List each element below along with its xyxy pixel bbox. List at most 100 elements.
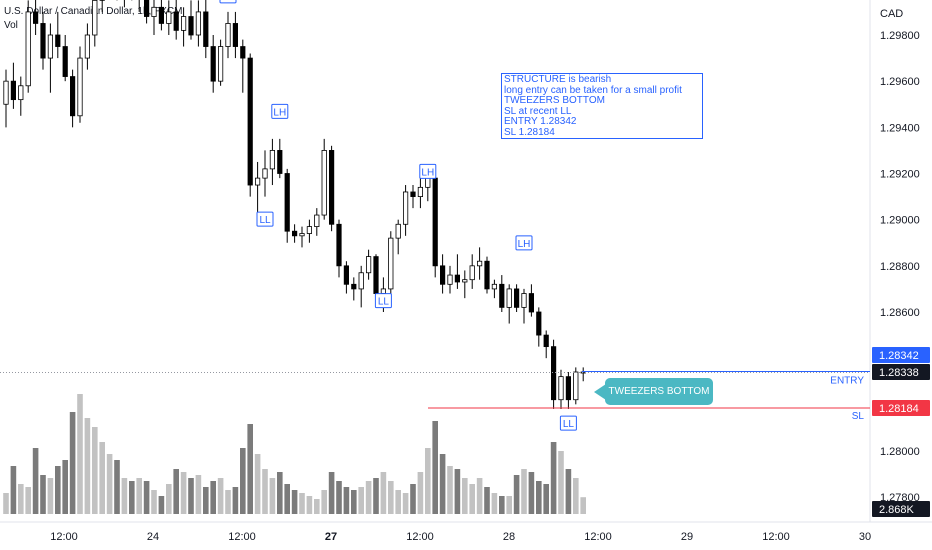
volume-bar [3,493,9,514]
structure-marker-box [271,103,289,119]
candle-body [40,23,46,59]
candle-body [410,191,416,197]
sl-badge: 1.28184 [879,403,919,415]
candle-body [92,0,98,36]
volume-bar [277,472,283,514]
candle-body [521,293,527,308]
candle-body [10,80,16,101]
note-line: long entry can be taken for a small prof… [504,84,682,96]
candle-body [143,0,150,17]
x-tick-label: 28 [503,531,515,543]
candle-body [247,57,253,186]
candle-body [565,376,572,401]
candle-body [254,177,261,186]
volume-bar [40,475,46,514]
volume-bar [321,490,327,514]
volume-bar [491,493,498,514]
volume-bar [343,487,350,514]
volume-bar [506,496,512,514]
volume-badge-bg [872,501,930,517]
candle-body [336,223,342,267]
analysis-note[interactable]: STRUCTURE is bearish long entry can be t… [501,73,703,139]
volume-bars [3,394,586,514]
x-tick-label: 12:00 [762,531,790,543]
candle-body [166,11,172,24]
entry-label: ENTRY [830,376,864,387]
volume-bar [380,472,387,514]
candle-body [47,34,54,59]
volume-bar [195,475,202,514]
volume-bar [232,487,239,514]
structure-marker-box [219,0,237,4]
volume-bar [225,490,231,514]
volume-bar [410,484,416,514]
x-tick-label: 24 [147,531,159,543]
sl-label: SL [852,411,865,422]
candle-body [55,34,61,47]
candle-body [432,177,438,267]
candle-body [506,288,512,308]
candle-body [514,288,520,308]
candle-body [62,46,68,77]
structure-marker-box [374,293,392,309]
x-tick-label: 12:00 [584,531,612,543]
x-tick-label: 12:00 [50,531,78,543]
volume-bar [106,454,113,514]
candle-body [321,150,327,216]
volume-bar [513,475,520,514]
candle-body [77,57,83,117]
volume-bar [217,478,224,514]
volume-bar [550,442,557,514]
volume-bar [62,460,68,514]
volume-bar [269,478,276,514]
candle-body [180,16,187,31]
structure-marker-box [515,235,533,251]
structure-marker-label: LL [563,419,575,430]
last-price-badge-bg [872,364,930,380]
volume-bar [536,481,542,514]
volume-bar [203,487,209,514]
volume-bar [447,466,453,514]
y-tick-label: 1.29000 [880,215,920,227]
volume-bar [454,469,461,514]
volume-bar [499,496,505,514]
structure-marker-label: LH [222,0,235,3]
entry-badge: 1.28342 [879,350,919,362]
candle-body [343,265,350,285]
candle-body [306,226,313,234]
candle-body [195,11,201,36]
volume-bar [129,481,135,514]
x-tick-label: 12:00 [228,531,256,543]
candle-body [203,11,209,47]
volume-bar [84,418,91,514]
candle-body [84,34,90,59]
currency-label: CAD [880,8,903,20]
volume-bar [143,481,150,514]
candle-body [484,260,490,290]
tweezers-callout[interactable]: TWEEZERS BOTTOM [605,378,713,405]
candle-body [299,233,305,237]
candle-body [351,283,357,290]
volume-bar [328,472,335,514]
candle-body [395,223,401,239]
volume-bar [484,487,490,514]
structure-marker-label: LH [518,239,531,250]
volume-bar [247,424,253,514]
volume-bar [240,448,246,514]
y-tick-label: 1.29800 [880,30,920,42]
volume-bar [336,481,342,514]
volume-bar [254,454,261,514]
volume-bar [314,499,320,514]
candle-body [551,346,557,401]
candle-body [25,11,31,87]
candle-body [573,371,579,401]
y-tick-label: 1.29600 [880,76,920,88]
candle-body [291,230,298,237]
y-tick-label: 1.29400 [880,122,920,134]
candle-body [269,150,276,170]
volume-bar [402,493,409,514]
volume-bar [136,478,142,514]
volume-bar [358,487,364,514]
volume-bar [99,442,105,514]
